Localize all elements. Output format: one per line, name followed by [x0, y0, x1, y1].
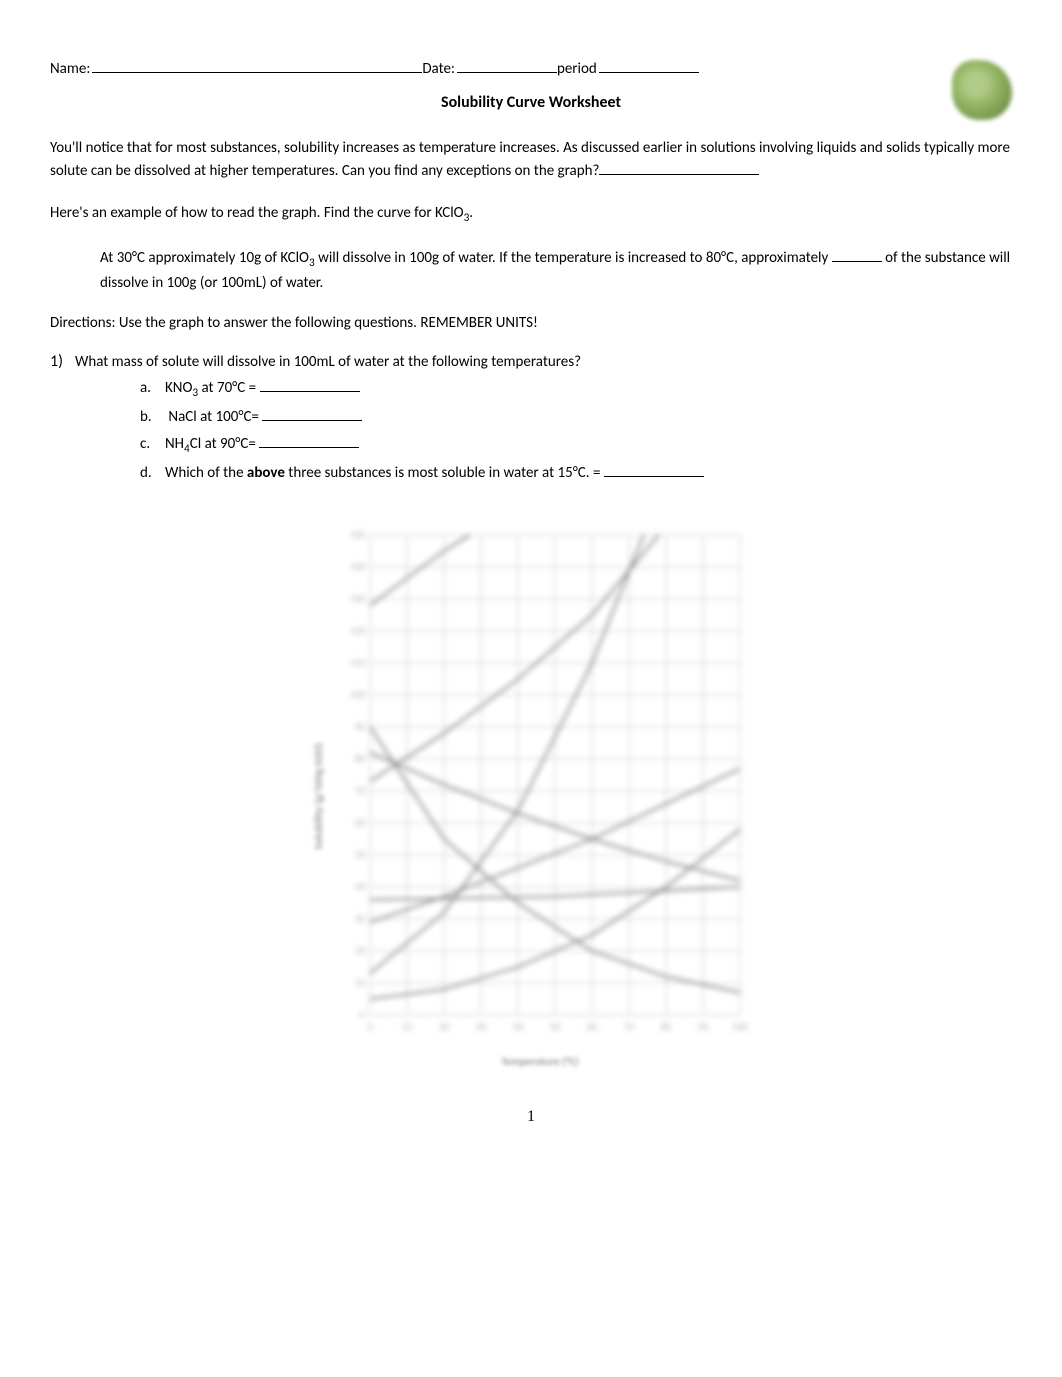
page-number: 1 — [50, 1108, 1012, 1126]
graph-container: Solubility (g/100g H2O) 0 10 20 30 40 50 60 70 8… — [50, 525, 1012, 1068]
svg-text:10: 10 — [402, 1020, 412, 1033]
q1d-prefix: Which of the — [165, 464, 247, 482]
q1d-blank — [604, 476, 704, 477]
header-fields: Name: Date: period — [50, 60, 1012, 78]
directions-text: Directions: Use the graph to answer the … — [50, 314, 1012, 332]
period-label: period — [557, 60, 597, 78]
q1-item-d: d.Which of the above three substances is… — [140, 461, 1012, 485]
svg-text:90: 90 — [698, 1020, 708, 1033]
q1-item-c: c.NH4Cl at 90°C= — [140, 432, 1012, 458]
q1c-prefix: NH — [165, 435, 184, 453]
svg-text:80: 80 — [661, 1020, 671, 1033]
q1a-suffix: at 70°C = — [198, 379, 259, 397]
q1-text: What mass of solute will dissolve in 100… — [75, 353, 581, 371]
svg-text:150: 150 — [350, 528, 365, 541]
svg-text:80: 80 — [355, 752, 365, 765]
date-blank-line — [457, 72, 557, 73]
q1-item-a: a.KNO3 at 70°C = — [140, 376, 1012, 402]
svg-text:0: 0 — [360, 1008, 365, 1021]
q1c-suffix: Cl at 90°C= — [190, 435, 259, 453]
svg-text:10: 10 — [355, 976, 365, 989]
example-part2: will dissolve in 100g of water. If the t… — [315, 249, 832, 267]
svg-text:30: 30 — [476, 1020, 486, 1033]
intro-blank — [599, 174, 759, 175]
q1c-letter: c. — [140, 432, 165, 456]
svg-text:70: 70 — [624, 1020, 634, 1033]
q1b-letter: b. — [140, 405, 165, 429]
period-blank-line — [599, 72, 699, 73]
q1a-letter: a. — [140, 376, 165, 400]
svg-text:140: 140 — [350, 560, 365, 573]
svg-text:90: 90 — [355, 720, 365, 733]
svg-text:60: 60 — [587, 1020, 597, 1033]
q1-sub-list: a.KNO3 at 70°C = b. NaCl at 100°C= c.NH4… — [50, 376, 1012, 485]
q1-number: 1) — [50, 352, 63, 371]
svg-text:60: 60 — [355, 816, 365, 829]
worksheet-title: Solubility Curve Worksheet — [50, 93, 1012, 112]
svg-text:110: 110 — [350, 656, 365, 669]
svg-text:30: 30 — [355, 912, 365, 925]
example-blank — [832, 261, 882, 262]
intro-paragraph: You'll notice that for most substances, … — [50, 137, 1012, 182]
question-1: 1) What mass of solute will dissolve in … — [50, 352, 1012, 371]
q1b-prefix: NaCl at 100°C= — [165, 408, 262, 426]
svg-text:50: 50 — [355, 848, 365, 861]
svg-text:120: 120 — [350, 624, 365, 637]
intro-text: You'll notice that for most substances, … — [50, 139, 1010, 180]
q1-item-b: b. NaCl at 100°C= — [140, 405, 1012, 429]
svg-text:70: 70 — [355, 784, 365, 797]
q1b-blank — [262, 420, 362, 421]
svg-text:50: 50 — [550, 1020, 560, 1033]
x-axis-label: Temperature (°C) — [330, 1055, 750, 1068]
svg-text:40: 40 — [355, 880, 365, 893]
q1d-suffix: three substances is most soluble in wate… — [285, 464, 604, 482]
name-label: Name: — [50, 60, 90, 78]
svg-text:100: 100 — [732, 1020, 747, 1033]
svg-text:20: 20 — [439, 1020, 449, 1033]
svg-text:20: 20 — [355, 944, 365, 957]
svg-text:130: 130 — [350, 592, 365, 605]
example-intro-text: Here's an example of how to read the gra… — [50, 204, 464, 222]
svg-text:40: 40 — [513, 1020, 523, 1033]
example-intro: Here's an example of how to read the gra… — [50, 202, 1012, 227]
solubility-graph: 0 10 20 30 40 50 60 70 80 90 100 0 10 20 30 40 50 60 70 80 9… — [330, 525, 750, 1045]
svg-text:0: 0 — [367, 1020, 372, 1033]
q1d-bold: above — [247, 464, 285, 482]
q1c-blank — [259, 447, 359, 448]
q1a-blank — [260, 391, 360, 392]
q1d-letter: d. — [140, 461, 165, 485]
name-blank-line — [92, 72, 422, 73]
example-intro-end: . — [469, 204, 473, 222]
example-body: At 30°C approximately 10g of KClO3 will … — [50, 247, 1012, 294]
date-label: Date: — [422, 60, 455, 78]
svg-text:100: 100 — [350, 688, 365, 701]
y-axis-label: Solubility (g/100g H2O) — [312, 743, 325, 850]
example-part1: At 30°C approximately 10g of KClO — [100, 249, 309, 267]
q1a-prefix: KNO — [165, 379, 192, 397]
